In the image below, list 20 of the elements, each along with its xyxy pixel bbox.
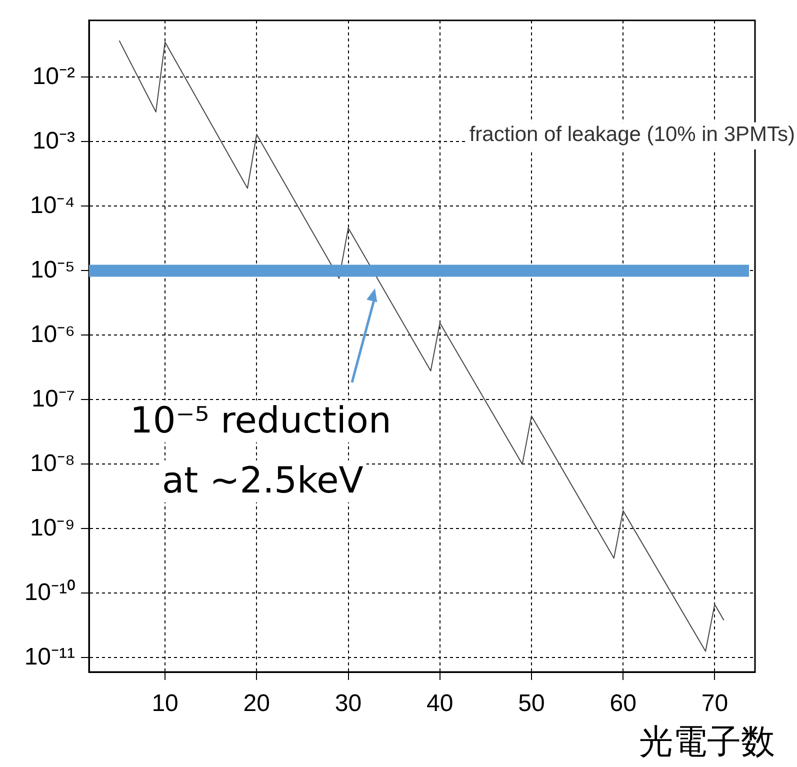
x-tick-label: 40 [426,690,454,718]
x-tick-label: 20 [243,690,270,718]
y-tick-label: 10⁻⁶ [30,320,75,348]
y-tick-label: 10⁻⁷ [32,385,75,412]
x-tick-label: 60 [610,690,636,718]
x-tick-label: 50 [518,690,545,718]
x-tick-label: 10 [152,690,178,718]
y-tick-label: 10⁻⁹ [30,514,75,542]
annotation: 10⁻⁵ reduction at ~2.5keV [130,400,392,502]
y-tick-label: 10⁻² [32,62,76,90]
y-tick-label: 10⁻³ [32,127,76,154]
x-tick-label: 30 [334,690,362,718]
y-tick-label: 10⁻⁸ [30,450,75,477]
y-tick-label: 10⁻¹¹ [24,643,75,670]
x-axis-title: 光電子数 [639,721,775,764]
x-tick-label: 70 [701,690,728,718]
text: fraction of leakage (10% in 3PMTs) [469,123,795,146]
y-tick-label: 10⁻⁴ [30,192,75,219]
y-tick-label: 10⁻¹⁰ [24,578,75,606]
y-tick-label: 10⁻⁵ [30,256,75,284]
